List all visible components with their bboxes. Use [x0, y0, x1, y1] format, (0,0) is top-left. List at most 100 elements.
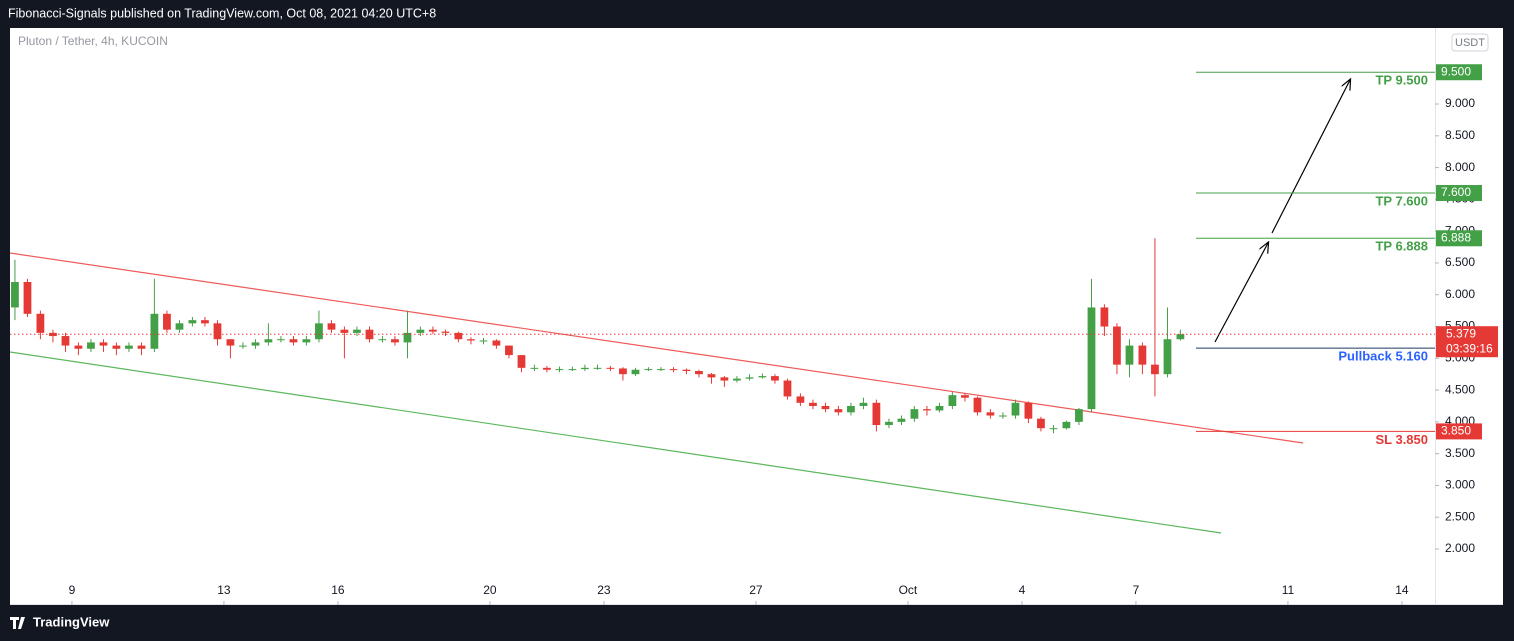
candle-body [213, 323, 222, 340]
candle-body [1011, 402, 1020, 416]
candle-body [1087, 307, 1096, 410]
level-price-box [1436, 423, 1482, 440]
candle-body [315, 323, 323, 340]
candle-body [809, 402, 817, 406]
y-tick-label: 6.000 [1445, 287, 1475, 301]
candle-body [1075, 409, 1083, 422]
bottom-bar [0, 605, 1514, 641]
y-tick-label: 6.500 [1445, 255, 1475, 269]
candle-body [821, 405, 830, 410]
candle-body [644, 369, 653, 371]
level-price-box [1436, 230, 1482, 247]
trendline [9, 351, 1222, 534]
x-tick-label: 11 [1282, 583, 1295, 597]
candle-body [543, 367, 551, 370]
trendline [9, 252, 1304, 444]
candle-body [581, 367, 589, 370]
level-price: 7.600 [1441, 185, 1471, 199]
y-tick-label: 8.000 [1445, 160, 1475, 174]
candle-body [948, 395, 957, 406]
y-tick-label: 8.500 [1445, 128, 1475, 142]
candle-body [935, 405, 944, 411]
candle-body [251, 342, 260, 346]
candle-body [1125, 345, 1134, 365]
candle-body [378, 339, 387, 341]
candle-body [74, 345, 83, 349]
candle-body [669, 369, 678, 371]
candle-body [150, 313, 159, 349]
candle-body [277, 339, 285, 341]
x-tick-label: 14 [1395, 583, 1409, 597]
candle-body [163, 313, 171, 330]
level-label: Pullback 5.160 [1338, 349, 1428, 364]
chart-area [10, 28, 1503, 605]
candle-body [593, 367, 602, 369]
candle-body [441, 331, 450, 333]
candle-body [239, 345, 247, 347]
y-tick-label: 2.500 [1445, 509, 1475, 523]
candle-body [783, 380, 792, 397]
candle-body [340, 329, 349, 333]
candle-body [657, 369, 665, 371]
arrow [1271, 80, 1350, 234]
currency: USDT [1455, 37, 1485, 49]
candle-body [796, 396, 805, 403]
candle-body [973, 397, 982, 413]
plot [9, 238, 1304, 534]
x-tick-label: 16 [331, 583, 345, 597]
level-price: 3.850 [1441, 424, 1471, 438]
brand: TradingView [33, 614, 110, 629]
candle-body [859, 402, 868, 406]
candle-body [555, 369, 564, 371]
candle-body [771, 376, 779, 381]
symbol: Pluton / Tether, 4h, KUCOIN [18, 34, 168, 48]
candle-body [606, 367, 615, 369]
candle-body [429, 329, 437, 332]
candle-body [188, 320, 197, 324]
level-price: 6.888 [1441, 230, 1471, 244]
candle-body [733, 378, 741, 381]
candle-body [847, 405, 855, 413]
candle-body [1024, 402, 1033, 419]
candle-body [1113, 326, 1121, 365]
candle-body [872, 402, 881, 426]
x-tick-label: Oct [899, 583, 918, 597]
candle-body [986, 412, 995, 416]
candle-body [112, 345, 121, 349]
countdown: 03:39:16 [1446, 341, 1493, 355]
x-tick-label: 23 [597, 583, 611, 597]
logo [10, 617, 25, 629]
candle-body [1062, 421, 1071, 429]
candle-body [416, 329, 425, 333]
candle-body [391, 339, 399, 343]
candle-body [454, 332, 463, 340]
candle-body [1049, 428, 1058, 430]
candle-body [11, 282, 19, 308]
level-price: 9.500 [1441, 64, 1471, 78]
candle-body [834, 409, 843, 413]
candle-body [467, 339, 475, 341]
candle-body [961, 395, 969, 398]
candle-body [1163, 339, 1172, 375]
candle-body [568, 369, 577, 371]
x-tick-label: 13 [217, 583, 231, 597]
level-price-box [1436, 64, 1482, 81]
candle-body [353, 329, 361, 333]
level-label: TP 7.600 [1375, 193, 1428, 208]
x-tick-label: 9 [69, 583, 76, 597]
x-tick-label: 7 [1133, 583, 1140, 597]
candle-body [87, 342, 95, 349]
candle-body [201, 320, 209, 324]
candle-body [530, 367, 539, 369]
candle-body [720, 377, 729, 381]
y-tick-label: 2.000 [1445, 541, 1475, 555]
candle-body [631, 369, 640, 375]
candle-body [885, 421, 893, 426]
candle-body [175, 323, 184, 330]
candle-body [999, 415, 1007, 417]
candle-body [619, 368, 627, 375]
candle-body [897, 418, 906, 422]
publish-info: Fibonacci-Signals published on TradingVi… [8, 6, 436, 20]
candle-body [226, 339, 235, 346]
candle-body [479, 340, 488, 342]
